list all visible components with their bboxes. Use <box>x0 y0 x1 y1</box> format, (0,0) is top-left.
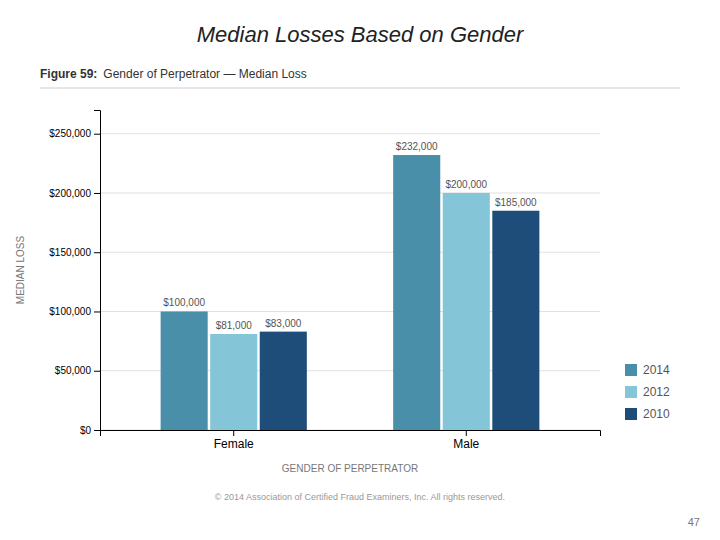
bar <box>260 332 307 430</box>
x-tick: Female <box>214 430 254 451</box>
tick-label: $0 <box>80 425 92 436</box>
tick-mark <box>94 311 100 312</box>
data-label: $232,000 <box>396 141 438 152</box>
axis-line <box>94 111 101 431</box>
y-tick: $200,000 <box>49 188 100 199</box>
tick-label: $250,000 <box>49 128 91 139</box>
tick-label: $100,000 <box>49 306 91 317</box>
legend: 2014 2012 2010 <box>625 363 670 421</box>
bar <box>161 311 208 430</box>
x-tick: Male <box>453 430 479 451</box>
tick-mark <box>94 430 100 431</box>
slide-number: 47 <box>688 516 700 528</box>
plot: $100,000 $232,000 $81,000 $200,000 $83,000 $1… <box>49 111 600 451</box>
legend-swatch <box>625 408 637 420</box>
y-tick: $150,000 <box>49 247 100 258</box>
legend-label: 2012 <box>643 385 670 399</box>
bar <box>210 334 257 430</box>
data-label: $83,000 <box>265 318 302 329</box>
y-tick: $100,000 <box>49 306 100 317</box>
legend-swatch <box>625 364 637 376</box>
data-label: $200,000 <box>445 179 487 190</box>
tick-mark <box>466 430 467 436</box>
axis-line <box>101 431 601 437</box>
bar <box>492 211 539 430</box>
grid-line <box>100 133 600 134</box>
copyright: © 2014 Association of Certified Fraud Ex… <box>215 492 505 502</box>
tick-mark <box>94 371 100 372</box>
bar <box>393 155 440 430</box>
figure-label-rest: Gender of Perpetrator — Median Loss <box>103 67 306 81</box>
header-rule <box>40 88 680 89</box>
data-label: $81,000 <box>216 320 253 331</box>
tick-mark <box>94 252 100 253</box>
legend-label: 2010 <box>643 407 670 421</box>
data-label: $185,000 <box>495 197 537 208</box>
bars <box>161 155 540 430</box>
tick-mark <box>233 430 234 436</box>
tick-label: $150,000 <box>49 247 91 258</box>
y-tick: $50,000 <box>55 365 100 376</box>
tick-mark <box>94 134 100 135</box>
legend-swatch <box>625 386 637 398</box>
legend-label: 2014 <box>643 363 670 377</box>
chart: Median Losses Based on Gender Figure 59: G… <box>0 0 720 540</box>
tick-label: $50,000 <box>55 365 92 376</box>
y-axis-title: MEDIAN LOSS <box>15 236 26 305</box>
title: Median Losses Based on Gender <box>197 22 525 47</box>
legend-item: 2014 <box>625 363 670 377</box>
legend-item: 2012 <box>625 385 670 399</box>
data-label: $100,000 <box>163 297 205 308</box>
figure-label-bold: Figure 59: <box>40 67 97 81</box>
bar <box>443 193 490 430</box>
legend-item: 2010 <box>625 407 670 421</box>
grid <box>100 134 600 430</box>
y-tick: $0 <box>80 425 100 436</box>
x-axis: Female Male <box>101 430 601 451</box>
y-axis: $0 $50,000 $100,000 $150,000 $200,000 $250,00… <box>49 111 100 436</box>
data-labels: $100,000 $232,000 $81,000 $200,000 $83,000 $1… <box>163 141 537 331</box>
tick-label: Male <box>453 437 479 451</box>
x-axis-title: GENDER OF PERPETRATOR <box>282 463 418 474</box>
grid-line <box>100 192 600 193</box>
tick-label: Female <box>214 437 254 451</box>
y-tick: $250,000 <box>49 128 100 139</box>
tick-mark <box>94 193 100 194</box>
tick-label: $200,000 <box>49 188 91 199</box>
figure-label: Figure 59: Gender of Perpetrator — Median… <box>40 67 307 81</box>
